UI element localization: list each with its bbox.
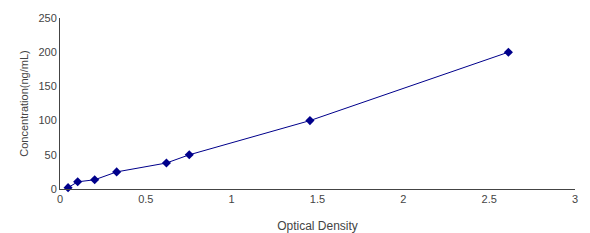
svg-text:1.5: 1.5 bbox=[310, 193, 325, 205]
svg-text:3: 3 bbox=[572, 193, 578, 205]
svg-text:100: 100 bbox=[38, 114, 56, 126]
svg-text:0: 0 bbox=[51, 183, 57, 195]
svg-text:50: 50 bbox=[45, 149, 57, 161]
svg-text:150: 150 bbox=[38, 80, 56, 92]
svg-text:0: 0 bbox=[57, 193, 63, 205]
svg-text:Optical Density: Optical Density bbox=[277, 219, 358, 233]
svg-text:2: 2 bbox=[400, 193, 406, 205]
svg-text:2.5: 2.5 bbox=[482, 193, 497, 205]
svg-text:0.5: 0.5 bbox=[138, 193, 153, 205]
svg-text:Concentration(ng/mL): Concentration(ng/mL) bbox=[18, 50, 30, 156]
svg-text:250: 250 bbox=[38, 12, 56, 24]
svg-text:1: 1 bbox=[229, 193, 235, 205]
svg-text:200: 200 bbox=[38, 46, 56, 58]
